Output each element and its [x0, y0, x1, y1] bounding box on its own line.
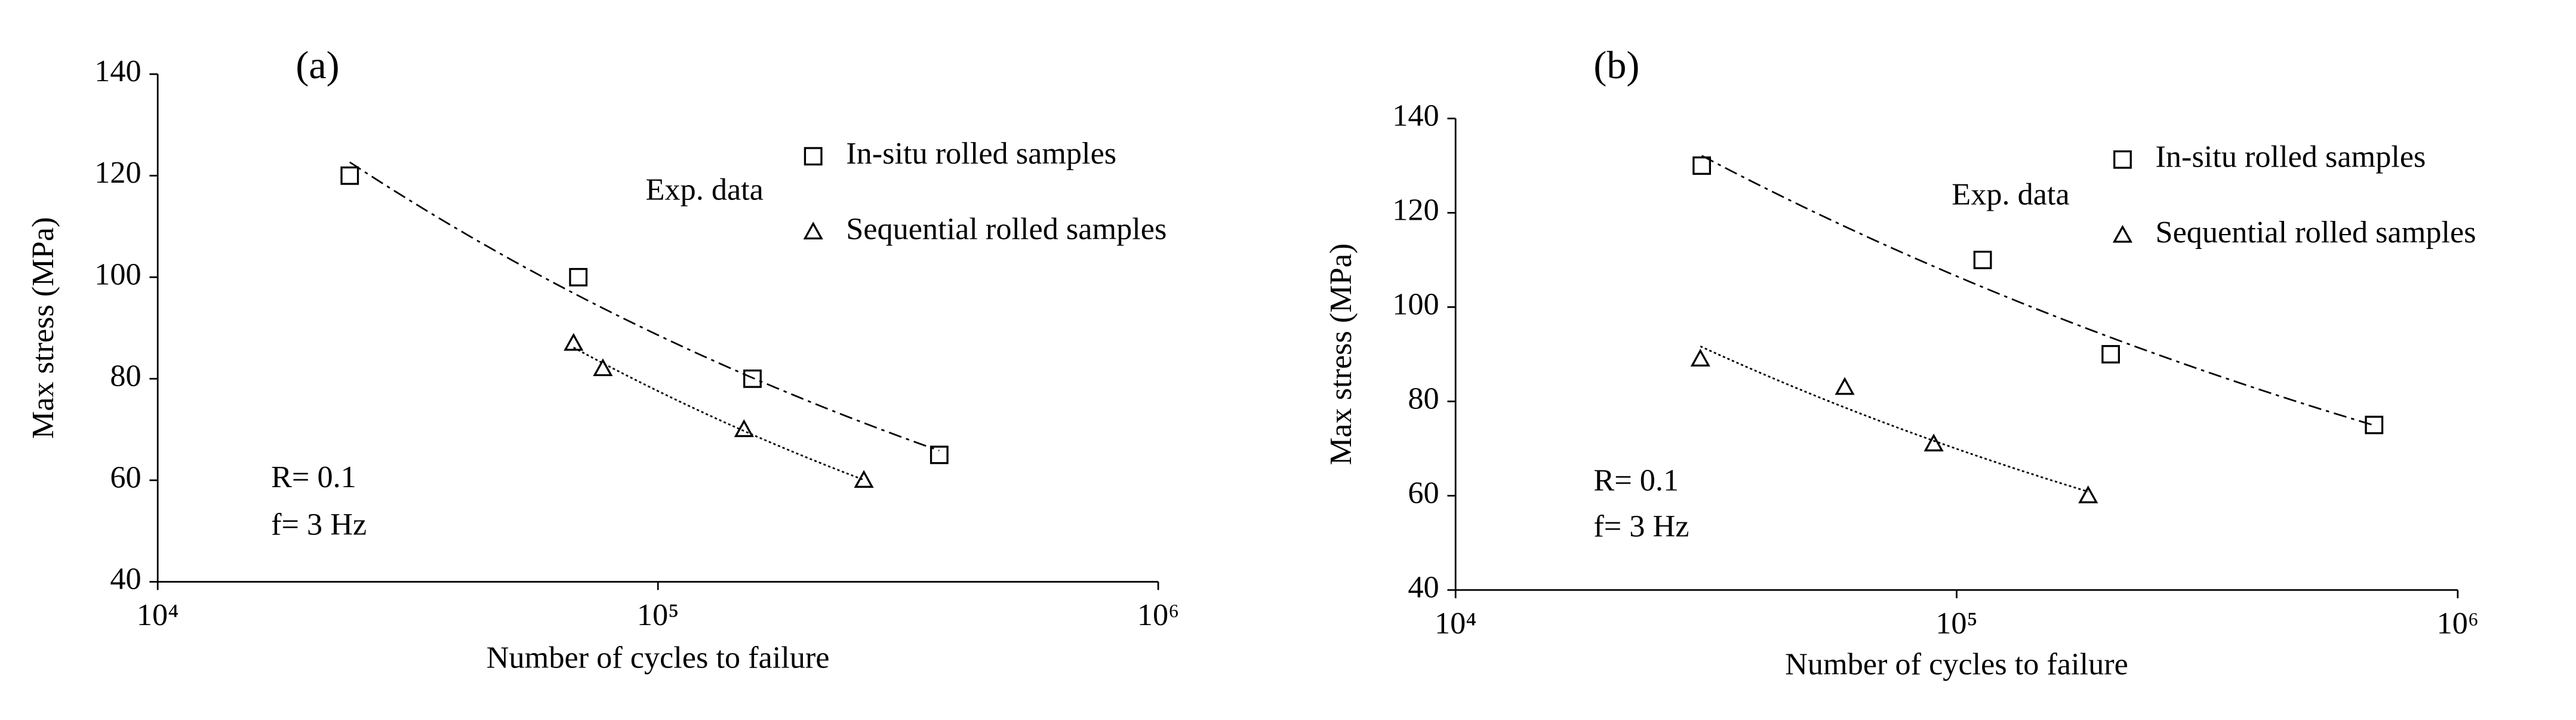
trend-line: [573, 346, 864, 481]
y-tick-label: 100: [1392, 287, 1439, 321]
x-tick-label: 10⁵: [1935, 606, 1978, 641]
y-tick-label: 60: [110, 460, 141, 494]
x-tick-label: 10⁶: [2437, 606, 2479, 641]
triangle-marker: [2078, 485, 2098, 503]
triangle-marker: [854, 470, 874, 488]
trend-line: [1700, 345, 2089, 493]
y-tick-label: 60: [1408, 475, 1439, 510]
panel-title: (a): [296, 44, 339, 87]
triangle-marker: [2112, 224, 2133, 243]
annotation: R= 0.1: [1593, 463, 1679, 497]
x-tick-label: 10⁶: [1137, 598, 1180, 632]
trend-line: [1701, 155, 2375, 426]
annotation: R= 0.1: [271, 460, 356, 494]
y-tick-label: 100: [94, 257, 141, 291]
trend-line: [349, 161, 940, 452]
y-tick-label: 80: [110, 358, 141, 393]
y-tick-label: 140: [94, 54, 141, 88]
square-marker: [2365, 416, 2384, 435]
panel-title: (b): [1593, 44, 1639, 87]
y-axis-label: Max stress (MPa): [1324, 244, 1358, 466]
y-tick-label: 40: [1408, 570, 1439, 604]
legend-label: In-situ rolled samples: [846, 136, 1116, 171]
triangle-marker: [734, 419, 754, 438]
x-axis-label: Number of cycles to failure: [1785, 647, 2128, 682]
x-axis-label: Number of cycles to failure: [487, 641, 830, 675]
square-marker: [2113, 150, 2132, 169]
legend-title: Exp. data: [646, 172, 764, 207]
legend-label: In-situ rolled samples: [2156, 139, 2426, 174]
square-marker: [569, 267, 588, 287]
square-marker: [930, 445, 949, 464]
legend-label: Sequential rolled samples: [846, 211, 1167, 246]
square-marker: [340, 166, 359, 185]
y-axis-label: Max stress (MPa): [26, 217, 60, 439]
square-marker: [2101, 344, 2120, 364]
triangle-marker: [1690, 349, 1710, 367]
legend-label: Sequential rolled samples: [2156, 215, 2476, 250]
y-tick-label: 40: [110, 562, 141, 596]
square-marker: [804, 147, 823, 166]
square-marker: [1692, 156, 1712, 175]
triangle-marker: [593, 358, 613, 377]
square-marker: [743, 369, 762, 388]
triangle-marker: [564, 333, 584, 351]
annotation: f= 3 Hz: [1593, 509, 1689, 543]
y-tick-label: 120: [94, 155, 141, 190]
annotation: f= 3 Hz: [271, 507, 367, 542]
x-tick-label: 10⁴: [1435, 606, 1477, 641]
triangle-marker: [1923, 433, 1944, 452]
x-tick-label: 10⁵: [637, 598, 679, 632]
legend-title: Exp. data: [1952, 177, 2069, 212]
y-tick-label: 140: [1392, 98, 1439, 133]
triangle-marker: [803, 221, 823, 240]
y-tick-label: 80: [1408, 381, 1439, 416]
y-tick-label: 120: [1392, 192, 1439, 227]
x-tick-label: 10⁴: [137, 598, 179, 632]
triangle-marker: [1835, 377, 1855, 395]
square-marker: [1973, 250, 1992, 269]
